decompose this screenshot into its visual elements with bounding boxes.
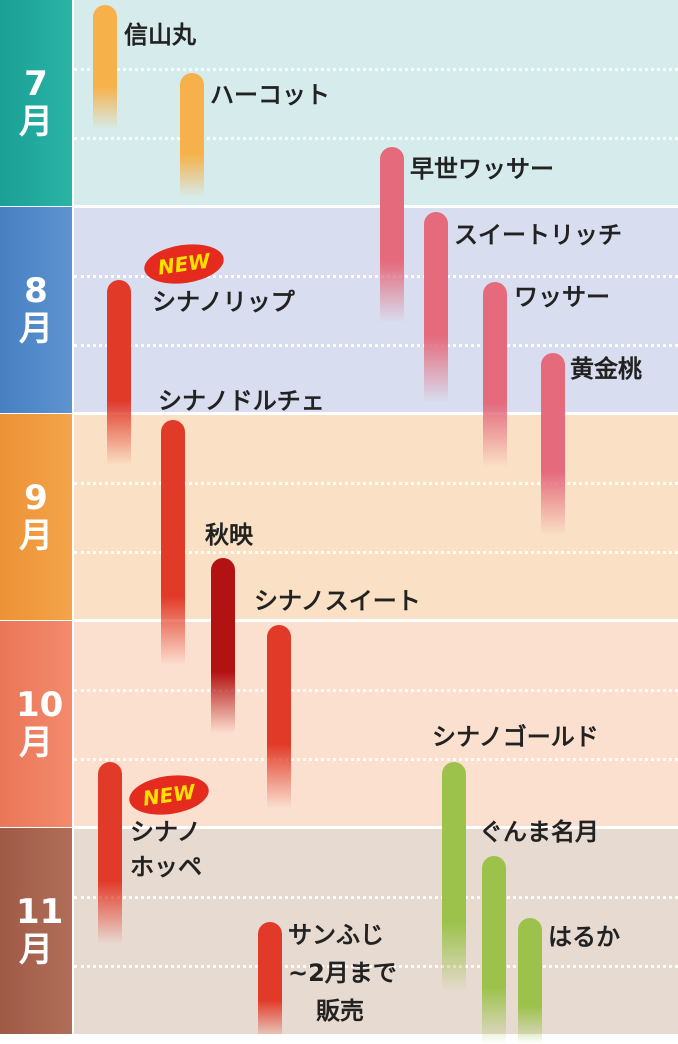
bar-shinzanmaru <box>93 5 117 130</box>
bar-shinano-gold <box>442 762 466 992</box>
month-band-8 <box>74 207 678 413</box>
dotted-gridline <box>74 896 678 899</box>
month-divider <box>74 826 678 829</box>
label-wasser: ワッサー <box>514 283 610 311</box>
dotted-gridline <box>74 68 678 71</box>
bar-sosei-wasser <box>380 147 404 322</box>
label-haruka: はるか <box>548 923 620 951</box>
bar-ogonto <box>541 353 565 535</box>
bar-gunma-meigetsu <box>482 856 506 1044</box>
label-shinano-gold: シナノゴールド <box>432 723 599 751</box>
label-shinano-hoppe-line2: ホッペ <box>130 853 202 881</box>
month-tab-8: 8月 <box>0 207 72 413</box>
dotted-gridline <box>74 137 678 140</box>
new-badge-text: NEW <box>156 248 212 280</box>
label-shinano-hoppe-line1: シナノ <box>130 818 201 846</box>
dotted-gridline <box>74 482 678 485</box>
label-shinano-sweet: シナノスイート <box>254 587 421 615</box>
month-band-11 <box>74 828 678 1034</box>
bar-haruka <box>518 918 542 1044</box>
label-sunfuji-line2: ~2月まで <box>288 959 397 987</box>
month-tab-9: 9月 <box>0 414 72 620</box>
label-shinano-dolce: シナノドルチェ <box>158 387 325 415</box>
dotted-gridline <box>74 275 678 278</box>
label-sosei-wasser: 早世ワッサー <box>410 155 554 183</box>
dotted-gridline <box>74 689 678 692</box>
bar-wasser <box>483 282 507 467</box>
dotted-gridline <box>74 758 678 761</box>
bar-shinano-dolce <box>161 420 185 665</box>
label-sunfuji-line3: 販売 <box>316 997 364 1025</box>
dotted-gridline <box>74 965 678 968</box>
month-band-7 <box>74 0 678 206</box>
month-label-8: 8月 <box>19 271 53 349</box>
new-badge-text: NEW <box>141 779 197 811</box>
month-tab-11: 11月 <box>0 828 72 1034</box>
label-hacot: ハーコット <box>210 81 330 109</box>
bar-shinano-sweet <box>267 625 291 808</box>
tab-separator <box>72 0 74 1034</box>
month-divider <box>74 205 678 208</box>
label-sunfuji-line1: サンふじ <box>288 921 384 949</box>
month-label-9: 9月 <box>19 478 53 556</box>
month-label-10: 10月 <box>16 685 64 763</box>
label-gunma-meigetsu: ぐんま名月 <box>479 818 599 846</box>
label-akibae: 秋映 <box>205 521 253 549</box>
bar-sweet-rich <box>424 212 448 402</box>
label-ogonto: 黄金桃 <box>570 355 642 383</box>
bar-akibae <box>211 558 235 733</box>
label-sweet-rich: スイートリッチ <box>454 221 622 249</box>
label-shinzanmaru: 信山丸 <box>124 21 196 49</box>
month-tab-10: 10月 <box>0 621 72 827</box>
bar-shinano-lip <box>107 280 131 465</box>
month-tab-7: 7月 <box>0 0 72 206</box>
label-shinano-lip: シナノリップ <box>152 288 295 316</box>
dotted-gridline <box>74 551 678 554</box>
bar-sunfuji <box>258 922 282 1034</box>
dotted-gridline <box>74 344 678 347</box>
bar-shinano-hoppe <box>98 762 122 944</box>
month-divider <box>74 412 678 415</box>
month-label-11: 11月 <box>16 892 64 970</box>
month-divider <box>74 619 678 622</box>
bar-hacot <box>180 73 204 198</box>
month-label-7: 7月 <box>19 64 53 142</box>
